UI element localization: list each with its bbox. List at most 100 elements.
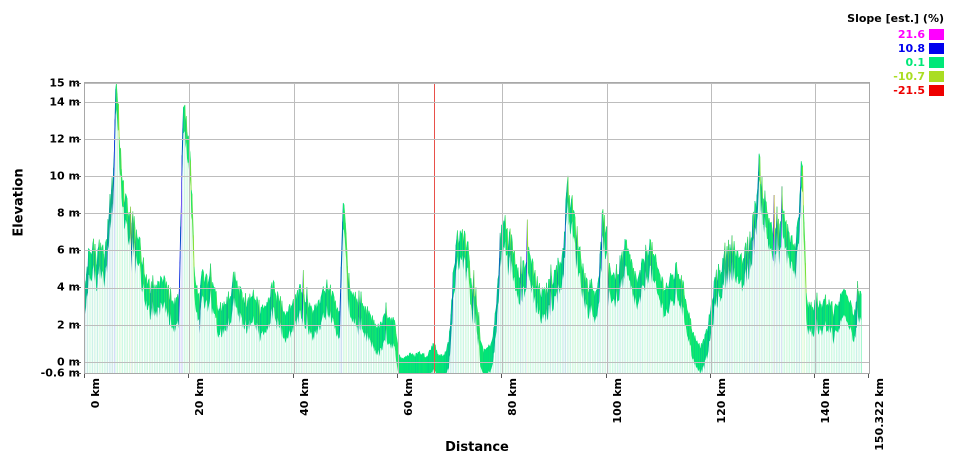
profile-base-mask bbox=[806, 326, 808, 373]
profile-base-mask bbox=[816, 318, 818, 373]
profile-base-mask bbox=[540, 322, 542, 373]
gridline-vertical bbox=[293, 83, 295, 373]
profile-base-mask bbox=[187, 158, 188, 373]
profile-base-mask bbox=[573, 236, 575, 373]
profile-base-mask bbox=[463, 256, 465, 373]
profile-base-mask bbox=[529, 279, 531, 373]
profile-base-mask bbox=[103, 279, 105, 373]
profile-base-mask bbox=[476, 331, 478, 373]
profile-base-mask bbox=[744, 268, 746, 373]
profile-base-mask bbox=[304, 328, 306, 373]
profile-base-mask bbox=[453, 291, 455, 373]
profile-base-mask bbox=[558, 287, 560, 373]
profile-base-mask bbox=[769, 248, 771, 373]
profile-base-mask bbox=[188, 162, 190, 373]
profile-base-mask bbox=[336, 333, 338, 373]
profile-base-mask bbox=[201, 295, 203, 373]
profile-base-mask bbox=[296, 316, 298, 373]
profile-base-mask bbox=[490, 367, 492, 373]
profile-base-mask bbox=[552, 308, 554, 373]
profile-base-mask bbox=[822, 327, 824, 373]
profile-base-mask bbox=[583, 296, 585, 373]
profile-base-mask bbox=[347, 292, 349, 373]
profile-base-mask bbox=[849, 326, 851, 373]
profile-base-mask bbox=[460, 259, 462, 373]
x-axis-tick bbox=[605, 374, 607, 378]
profile-base-mask bbox=[530, 281, 531, 373]
profile-base-mask bbox=[555, 291, 557, 373]
profile-base-mask bbox=[314, 330, 316, 373]
profile-base-mask bbox=[657, 294, 659, 373]
profile-base-mask bbox=[200, 303, 202, 373]
profile-base-mask bbox=[732, 276, 734, 373]
profile-base-mask bbox=[717, 289, 719, 373]
profile-base-mask bbox=[194, 302, 196, 373]
profile-base-mask bbox=[446, 370, 448, 373]
profile-base-mask bbox=[817, 330, 819, 373]
profile-base-mask bbox=[801, 190, 803, 373]
profile-base-mask bbox=[645, 270, 647, 373]
profile-base-mask bbox=[575, 261, 577, 373]
profile-base-mask bbox=[450, 326, 452, 373]
profile-base-mask bbox=[297, 316, 299, 373]
profile-base-mask bbox=[139, 263, 141, 373]
profile-base-mask bbox=[842, 316, 844, 373]
legend-entry-swatch bbox=[929, 71, 944, 82]
profile-base-mask bbox=[548, 305, 550, 373]
profile-base-mask bbox=[620, 281, 621, 373]
profile-base-mask bbox=[810, 327, 812, 373]
profile-base-mask bbox=[255, 326, 257, 373]
profile-base-mask bbox=[809, 327, 810, 373]
profile-base-mask bbox=[463, 262, 464, 373]
profile-base-mask bbox=[136, 255, 138, 373]
profile-base-mask bbox=[91, 279, 93, 373]
profile-base-mask bbox=[97, 275, 98, 373]
profile-base-mask bbox=[536, 302, 538, 373]
profile-base-mask bbox=[282, 336, 284, 373]
gridline-horizontal bbox=[85, 361, 869, 363]
profile-base-mask bbox=[186, 142, 188, 373]
profile-base-mask bbox=[533, 299, 535, 373]
profile-base-mask bbox=[491, 365, 493, 373]
profile-base-mask bbox=[827, 330, 829, 373]
profile-base-mask bbox=[784, 236, 785, 373]
profile-base-mask bbox=[500, 258, 501, 373]
profile-base-mask bbox=[124, 219, 126, 373]
x-axis-tick-label: 140 km bbox=[819, 378, 833, 424]
profile-base-mask bbox=[653, 280, 655, 373]
profile-base-mask bbox=[132, 237, 133, 373]
profile-base-mask bbox=[634, 297, 636, 373]
profile-base-mask bbox=[708, 340, 710, 373]
profile-base-mask bbox=[311, 334, 313, 373]
profile-base-mask bbox=[284, 339, 286, 373]
profile-base-mask bbox=[209, 301, 210, 373]
profile-base-mask bbox=[119, 173, 121, 373]
profile-base-mask bbox=[733, 267, 735, 373]
profile-base-mask bbox=[105, 265, 107, 373]
profile-base-mask bbox=[747, 262, 748, 373]
y-axis-tick-label: 10 m bbox=[49, 169, 80, 183]
profile-base-mask bbox=[227, 317, 229, 373]
x-axis-labels: 0 km 20 km 40 km 60 km 80 km 100 km 120 km 140 … bbox=[84, 374, 886, 451]
profile-base-mask bbox=[116, 109, 118, 373]
profile-base-mask bbox=[238, 311, 240, 373]
profile-base-mask bbox=[473, 296, 474, 373]
profile-base-mask bbox=[342, 228, 344, 373]
profile-base-mask bbox=[542, 315, 544, 373]
profile-base-mask bbox=[264, 331, 266, 373]
profile-base-mask bbox=[338, 337, 339, 373]
profile-base-mask bbox=[126, 222, 128, 373]
profile-base-mask bbox=[531, 284, 533, 373]
profile-base-mask bbox=[753, 237, 755, 373]
profile-base-mask bbox=[261, 333, 262, 373]
profile-base-mask bbox=[824, 320, 826, 373]
profile-base-mask bbox=[257, 326, 259, 373]
x-axis-tick bbox=[292, 374, 294, 378]
profile-base-mask bbox=[357, 328, 359, 373]
profile-base-mask bbox=[648, 275, 650, 373]
profile-base-mask bbox=[231, 314, 232, 373]
profile-base-mask bbox=[819, 326, 820, 373]
profile-base-mask bbox=[585, 299, 586, 373]
profile-base-mask bbox=[85, 300, 87, 373]
profile-base-mask bbox=[520, 282, 522, 373]
